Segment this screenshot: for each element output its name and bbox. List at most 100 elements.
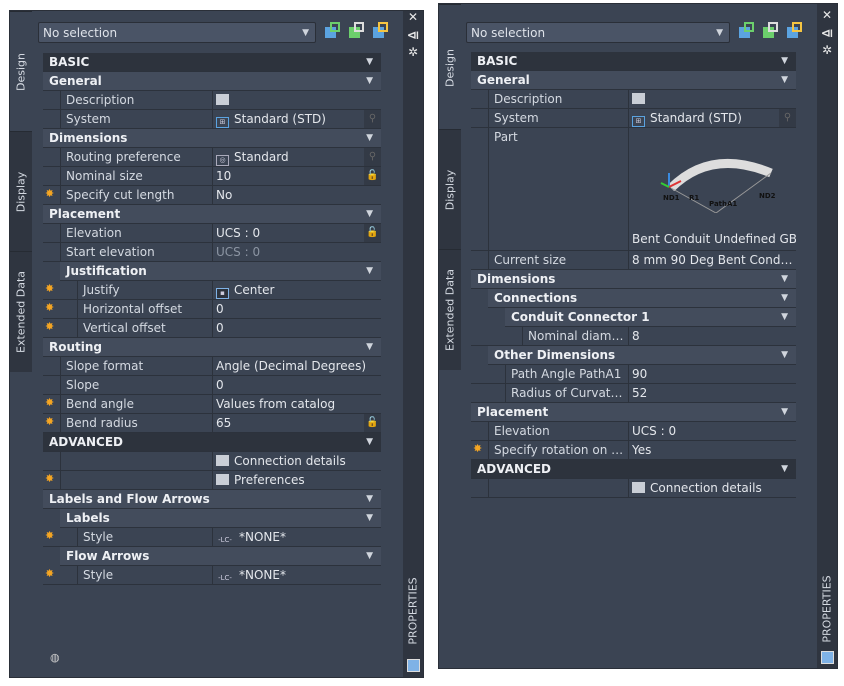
section-header-advanced[interactable]: ADVANCED ▼ bbox=[471, 460, 796, 479]
chevron-down-icon[interactable]: ▼ bbox=[366, 76, 373, 86]
property-value[interactable]: UCS : 0 🔓 bbox=[213, 224, 381, 242]
chevron-down-icon[interactable]: ▼ bbox=[366, 133, 373, 143]
search-icon[interactable]: ⚲ bbox=[364, 110, 381, 128]
add-selection-icon[interactable] bbox=[737, 22, 755, 40]
group-header-placement[interactable]: Placement ▼ bbox=[43, 205, 381, 224]
value-text: 10 bbox=[216, 169, 232, 183]
chevron-down-icon[interactable]: ▼ bbox=[366, 57, 373, 67]
tab-display[interactable]: Display bbox=[439, 129, 461, 250]
group-header-other-dimensions[interactable]: Other Dimensions ▼ bbox=[488, 346, 796, 365]
properties-icon[interactable] bbox=[821, 651, 834, 664]
property-value[interactable]: 52 bbox=[629, 384, 796, 402]
chevron-down-icon[interactable]: ▼ bbox=[781, 56, 788, 66]
lock-icon[interactable]: 🔓 bbox=[364, 224, 381, 242]
property-value[interactable]: ⊞ Standard (STD) ⚲ bbox=[213, 110, 381, 128]
select-objects-icon[interactable] bbox=[371, 22, 389, 40]
chevron-down-icon[interactable]: ▼ bbox=[781, 464, 788, 474]
chevron-down-icon[interactable]: ▼ bbox=[781, 312, 788, 322]
properties-icon[interactable] bbox=[407, 659, 420, 672]
property-value[interactable]: -LC- *NONE* bbox=[213, 566, 381, 584]
group-header-placement[interactable]: Placement ▼ bbox=[471, 403, 796, 422]
quick-select-icon[interactable] bbox=[347, 22, 365, 40]
property-row: ✸ Vertical offset 0 bbox=[43, 319, 381, 338]
value-text: 8 mm 90 Deg Bent Conduit... bbox=[632, 253, 796, 267]
property-value[interactable]: ▪ Center bbox=[213, 281, 381, 299]
property-value[interactable]: 8 mm 90 Deg Bent Conduit... bbox=[629, 251, 796, 269]
property-label: Description bbox=[488, 90, 629, 108]
tab-design[interactable]: Design bbox=[439, 4, 461, 130]
selection-dropdown[interactable]: No selection ▼ bbox=[466, 22, 730, 43]
property-value[interactable]: Values from catalog bbox=[213, 395, 381, 413]
group-header-general[interactable]: General ▼ bbox=[471, 71, 796, 90]
group-header-conduit-connector-1[interactable]: Conduit Connector 1 ▼ bbox=[505, 308, 796, 327]
property-value[interactable]: 65 🔓 bbox=[213, 414, 381, 432]
lock-icon[interactable]: 🔓 bbox=[364, 414, 381, 432]
select-objects-icon[interactable] bbox=[785, 22, 803, 40]
chevron-down-icon[interactable]: ▼ bbox=[781, 407, 788, 417]
chevron-down-icon[interactable]: ▼ bbox=[781, 274, 788, 284]
property-value[interactable]: 90 bbox=[629, 365, 796, 383]
chevron-down-icon[interactable]: ▼ bbox=[366, 342, 373, 352]
quick-properties-icon[interactable]: ◍ bbox=[50, 651, 60, 664]
tab-extended-data[interactable]: Extended Data bbox=[10, 251, 32, 372]
search-icon[interactable]: ⚲ bbox=[364, 148, 381, 166]
property-value[interactable]: 0 bbox=[213, 319, 381, 337]
lock-icon[interactable]: 🔓 bbox=[364, 167, 381, 185]
chevron-down-icon[interactable]: ▼ bbox=[366, 551, 373, 561]
chevron-down-icon[interactable]: ▼ bbox=[781, 75, 788, 85]
selection-dropdown[interactable]: No selection ▼ bbox=[38, 22, 316, 43]
close-icon[interactable]: ✕ bbox=[821, 8, 833, 22]
auto-hide-icon[interactable]: ⧏ bbox=[820, 26, 834, 40]
property-value[interactable]: No bbox=[213, 186, 381, 204]
chevron-down-icon[interactable]: ▼ bbox=[366, 437, 373, 447]
group-header-dimensions[interactable]: Dimensions ▼ bbox=[43, 129, 381, 148]
settings-icon[interactable]: ✲ bbox=[821, 43, 833, 57]
property-value[interactable]: UCS : 0 bbox=[213, 243, 381, 261]
chevron-down-icon[interactable]: ▼ bbox=[366, 266, 373, 276]
auto-hide-icon[interactable]: ⧏ bbox=[406, 28, 420, 42]
group-header-justification[interactable]: Justification ▼ bbox=[60, 262, 381, 281]
property-value[interactable]: 0 bbox=[213, 376, 381, 394]
group-header-flow-arrows[interactable]: Flow Arrows ▼ bbox=[60, 547, 381, 566]
property-grid: BASIC ▼ General ▼ Description System ⊞ Standard… bbox=[43, 53, 381, 585]
tab-design[interactable]: Design bbox=[10, 11, 32, 132]
section-header-basic[interactable]: BASIC ▼ bbox=[471, 52, 796, 71]
group-header-routing[interactable]: Routing ▼ bbox=[43, 338, 381, 357]
property-value[interactable]: 10 🔓 bbox=[213, 167, 381, 185]
quick-select-icon[interactable] bbox=[761, 22, 779, 40]
group-header-general[interactable]: General ▼ bbox=[43, 72, 381, 91]
property-value[interactable]: Angle (Decimal Degrees) bbox=[213, 357, 381, 375]
chevron-down-icon[interactable]: ▼ bbox=[366, 494, 373, 504]
section-header-basic[interactable]: BASIC ▼ bbox=[43, 53, 381, 72]
group-header-labels-and-flow-arrows[interactable]: Labels and Flow Arrows ▼ bbox=[43, 490, 381, 509]
property-value[interactable]: 8 bbox=[629, 327, 796, 345]
property-value[interactable]: 0 bbox=[213, 300, 381, 318]
section-header-advanced[interactable]: ADVANCED ▼ bbox=[43, 433, 381, 452]
group-header-connections[interactable]: Connections ▼ bbox=[488, 289, 796, 308]
tab-display[interactable]: Display bbox=[10, 131, 32, 252]
property-value[interactable] bbox=[629, 90, 796, 108]
property-value[interactable]: ⊞ Standard (STD) ⚲ bbox=[629, 109, 796, 127]
tab-extended-data[interactable]: Extended Data bbox=[439, 249, 461, 370]
value-text: UCS : 0 bbox=[632, 424, 677, 438]
property-value[interactable]: ◎ Standard ⚲ bbox=[213, 148, 381, 166]
chevron-down-icon[interactable]: ▼ bbox=[781, 293, 788, 303]
property-value[interactable]: UCS : 0 bbox=[629, 422, 796, 440]
group-header-labels[interactable]: Labels ▼ bbox=[60, 509, 381, 528]
group-header-dimensions[interactable]: Dimensions ▼ bbox=[471, 270, 796, 289]
property-value[interactable]: ND1 R1 PathA1 ND2 Bent Conduit Undefined GB.… bbox=[629, 128, 796, 250]
property-label: Slope bbox=[60, 376, 213, 394]
add-selection-icon[interactable] bbox=[323, 22, 341, 40]
property-value[interactable]: Connection details bbox=[629, 479, 796, 497]
search-icon[interactable]: ⚲ bbox=[779, 109, 796, 127]
chevron-down-icon[interactable]: ▼ bbox=[366, 513, 373, 523]
property-value[interactable]: Preferences bbox=[213, 471, 381, 489]
chevron-down-icon[interactable]: ▼ bbox=[366, 209, 373, 219]
property-value[interactable]: -LC- *NONE* bbox=[213, 528, 381, 546]
property-value[interactable] bbox=[213, 91, 381, 109]
settings-icon[interactable]: ✲ bbox=[407, 45, 419, 59]
close-icon[interactable]: ✕ bbox=[407, 10, 419, 24]
chevron-down-icon[interactable]: ▼ bbox=[781, 350, 788, 360]
property-value[interactable]: Yes bbox=[629, 441, 796, 459]
property-value[interactable]: Connection details bbox=[213, 452, 381, 470]
